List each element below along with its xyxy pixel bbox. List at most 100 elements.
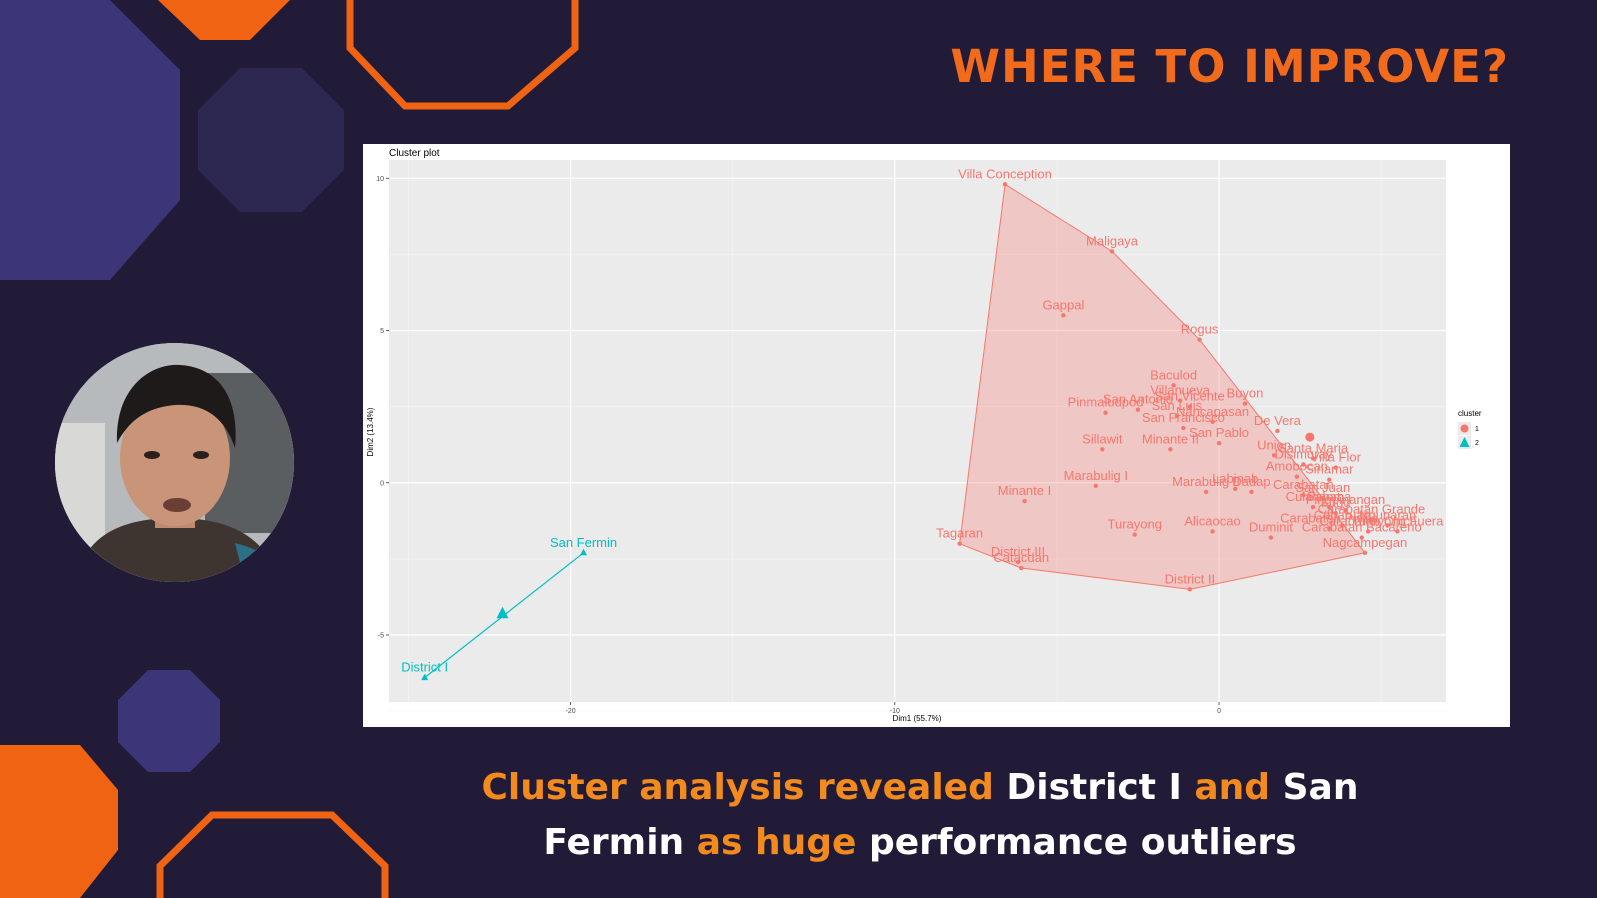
point-label: Culalabat [1286, 489, 1341, 504]
cluster-plot-panel: Cluster plot Villa Conception Maligaya Gap… [363, 144, 1510, 727]
point-marker [1100, 447, 1105, 452]
point-label: Sinamar [1305, 462, 1354, 477]
point-marker [1187, 587, 1193, 592]
point-marker [1369, 517, 1374, 522]
point-label: Ngunaran [1359, 507, 1416, 522]
point-label: Fugu [1321, 495, 1351, 510]
point-marker [1210, 419, 1215, 425]
point-label: Nancapasan [1176, 404, 1249, 419]
point-label: District I [401, 660, 448, 675]
x-tick-label: -10 [890, 708, 900, 715]
caption-part: Cluster analysis revealed [481, 767, 1007, 808]
point-label: San Fermin [550, 535, 617, 550]
point-marker [1174, 413, 1180, 418]
y-tick-label: 0 [380, 480, 384, 487]
orange-octagon-top [158, 0, 290, 40]
point-label: Alicaocao [1184, 513, 1240, 528]
data-points: Villa Conception Maligaya Gappal Rogus Bacul… [401, 166, 1444, 681]
point-marker [1135, 407, 1141, 412]
point-label: Labinab [1212, 471, 1258, 486]
caption-part: District I [1006, 767, 1182, 808]
point-label: Tagaran [936, 526, 983, 541]
point-marker [580, 548, 588, 556]
point-label: Disimuray [1274, 446, 1332, 461]
point-label: Marabulig II [1172, 474, 1240, 489]
point-marker [1168, 447, 1173, 452]
slide-title: WHERE TO IMPROVE? [950, 40, 1509, 93]
caption-part: performance outliers [868, 822, 1297, 863]
point-label: San Luis [1152, 398, 1203, 413]
point-marker [1268, 535, 1274, 540]
point-label: District II [1165, 571, 1216, 586]
point-marker [1233, 486, 1238, 492]
point-label: Buyon [1227, 386, 1264, 401]
point-label: Carabatan Punta [1280, 510, 1379, 525]
point-label: San Francisco [1142, 410, 1225, 425]
point-marker [1301, 492, 1306, 498]
point-label: Gappal [1042, 297, 1084, 312]
point-marker [1310, 504, 1316, 510]
slide-caption: Cluster analysis revealed District I and… [460, 760, 1380, 870]
cluster-plot: Cluster plot Villa Conception Maligaya Gap… [366, 148, 1482, 723]
point-label: Sillawit [1082, 431, 1123, 446]
presenter-webcam [55, 343, 294, 582]
x-tick-label: -20 [566, 708, 576, 715]
point-marker [1187, 404, 1193, 409]
point-label: Duminit [1249, 520, 1293, 535]
legend-swatch [1459, 437, 1470, 447]
point-marker [1203, 489, 1209, 495]
caption-part: and [1181, 767, 1283, 808]
point-label: Marabulig I [1064, 468, 1128, 483]
point-marker [1310, 456, 1316, 461]
point-marker [1362, 550, 1368, 555]
point-marker [421, 673, 429, 681]
legend: cluster 1 2 [1458, 409, 1482, 449]
navy-octagon [198, 68, 344, 212]
point-marker [1301, 462, 1306, 467]
point-marker [1327, 504, 1332, 510]
grid-lines [389, 160, 1446, 712]
centroid-marker [496, 606, 509, 619]
point-marker [1242, 401, 1248, 406]
point-label: Catacdan [993, 550, 1049, 565]
point-label: Amobocan [1266, 459, 1328, 474]
chart-title: Cluster plot [389, 148, 440, 159]
legend-label: 2 [1475, 440, 1479, 447]
axes: -20 -10 0 -5 0 5 10 [376, 176, 1221, 715]
point-label: Dadap [1232, 474, 1270, 489]
point-marker [1333, 465, 1338, 470]
orange-octagon-outline-top [346, 0, 579, 110]
caption-part: San Fermin [543, 767, 1359, 863]
point-marker [1109, 249, 1115, 254]
cluster-hull-1 [959, 183, 1366, 590]
point-marker [1061, 313, 1066, 318]
point-marker [1249, 489, 1254, 495]
point-label: Turayong Fuera [1351, 513, 1444, 528]
point-label: San Vicente [1155, 389, 1225, 404]
point-marker [1385, 523, 1390, 528]
point-marker [1343, 507, 1348, 513]
point-label: Turayong [1108, 517, 1162, 532]
point-marker [1093, 483, 1099, 489]
point-marker [1327, 526, 1332, 531]
point-label: Baculod [1150, 367, 1197, 382]
purple-octagon-small [118, 670, 220, 772]
point-label: Pinmaludpod [1068, 395, 1144, 410]
point-marker [1327, 477, 1332, 482]
legend-label: 1 [1475, 426, 1479, 433]
plot-area [389, 160, 1446, 702]
x-axis-label: Dim1 (55.7%) [893, 714, 942, 723]
point-marker [1340, 523, 1345, 528]
y-tick-label: 5 [380, 328, 384, 335]
point-label: Villanueva [1150, 383, 1211, 398]
point-marker [1294, 474, 1300, 479]
orange-octagon-outline-bottom [156, 811, 389, 898]
point-label: Pinoma [1307, 489, 1352, 504]
y-axis-label: Dim2 (13.4%) [366, 407, 375, 456]
point-label: Rogus [1181, 322, 1219, 337]
point-label: Carabatan Grande [1318, 501, 1426, 516]
point-marker [1395, 529, 1400, 534]
point-marker [1022, 498, 1027, 504]
legend-swatch [1460, 424, 1469, 433]
